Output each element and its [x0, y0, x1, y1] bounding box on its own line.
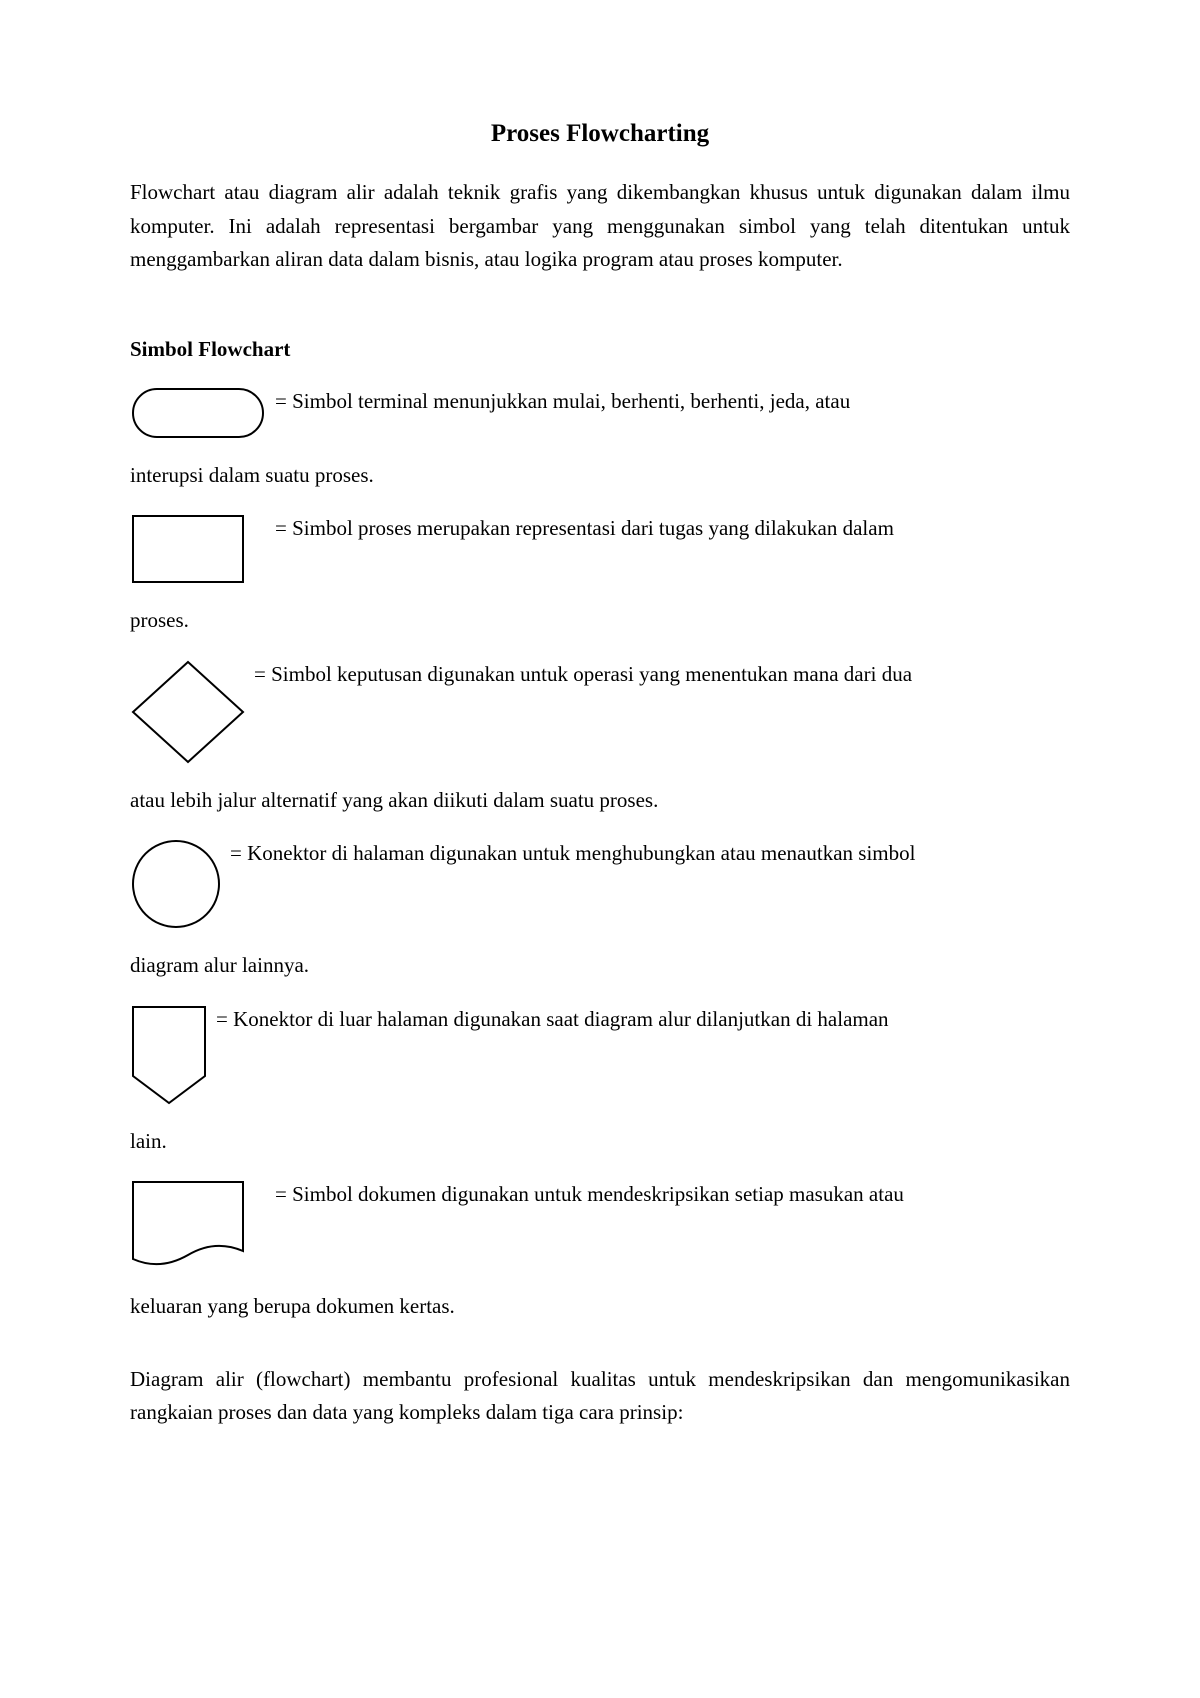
symbol-desc: = Simbol keputusan digunakan untuk opera… — [254, 659, 1070, 691]
symbol-continuation: proses. — [130, 605, 1070, 637]
symbol-block-decision: = Simbol keputusan digunakan untuk opera… — [130, 659, 1070, 765]
symbol-desc: = Konektor di halaman digunakan untuk me… — [230, 838, 1070, 870]
intro-paragraph: Flowchart atau diagram alir adalah tekni… — [130, 176, 1070, 277]
decision-shape-icon — [130, 659, 246, 765]
symbol-desc: = Simbol dokumen digunakan untuk mendesk… — [275, 1179, 1070, 1211]
symbol-block-document: = Simbol dokumen digunakan untuk mendesk… — [130, 1179, 1070, 1271]
symbol-block-process: = Simbol proses merupakan representasi d… — [130, 513, 1070, 585]
closing-paragraph: Diagram alir (flowchart) membantu profes… — [130, 1363, 1070, 1430]
section-heading: Simbol Flowchart — [130, 337, 1070, 362]
symbol-continuation: lain. — [130, 1126, 1070, 1158]
document-shape-icon — [130, 1179, 267, 1271]
process-shape-icon — [130, 513, 267, 585]
symbol-desc: = Simbol proses merupakan representasi d… — [275, 513, 1070, 545]
symbol-continuation: atau lebih jalur alternatif yang akan di… — [130, 785, 1070, 817]
symbol-continuation: keluaran yang berupa dokumen kertas. — [130, 1291, 1070, 1323]
symbol-block-terminal: = Simbol terminal menunjukkan mulai, ber… — [130, 386, 1070, 440]
terminal-shape-icon — [130, 386, 267, 440]
symbol-block-onpage-connector: = Konektor di halaman digunakan untuk me… — [130, 838, 1070, 930]
page-title: Proses Flowcharting — [130, 120, 1070, 148]
onpage-connector-shape-icon — [130, 838, 222, 930]
symbol-desc: = Simbol terminal menunjukkan mulai, ber… — [275, 386, 1070, 418]
symbol-continuation: diagram alur lainnya. — [130, 950, 1070, 982]
offpage-connector-shape-icon — [130, 1004, 208, 1106]
symbol-desc: = Konektor di luar halaman digunakan saa… — [216, 1004, 1070, 1036]
symbol-continuation: interupsi dalam suatu proses. — [130, 460, 1070, 492]
symbol-block-offpage-connector: = Konektor di luar halaman digunakan saa… — [130, 1004, 1070, 1106]
